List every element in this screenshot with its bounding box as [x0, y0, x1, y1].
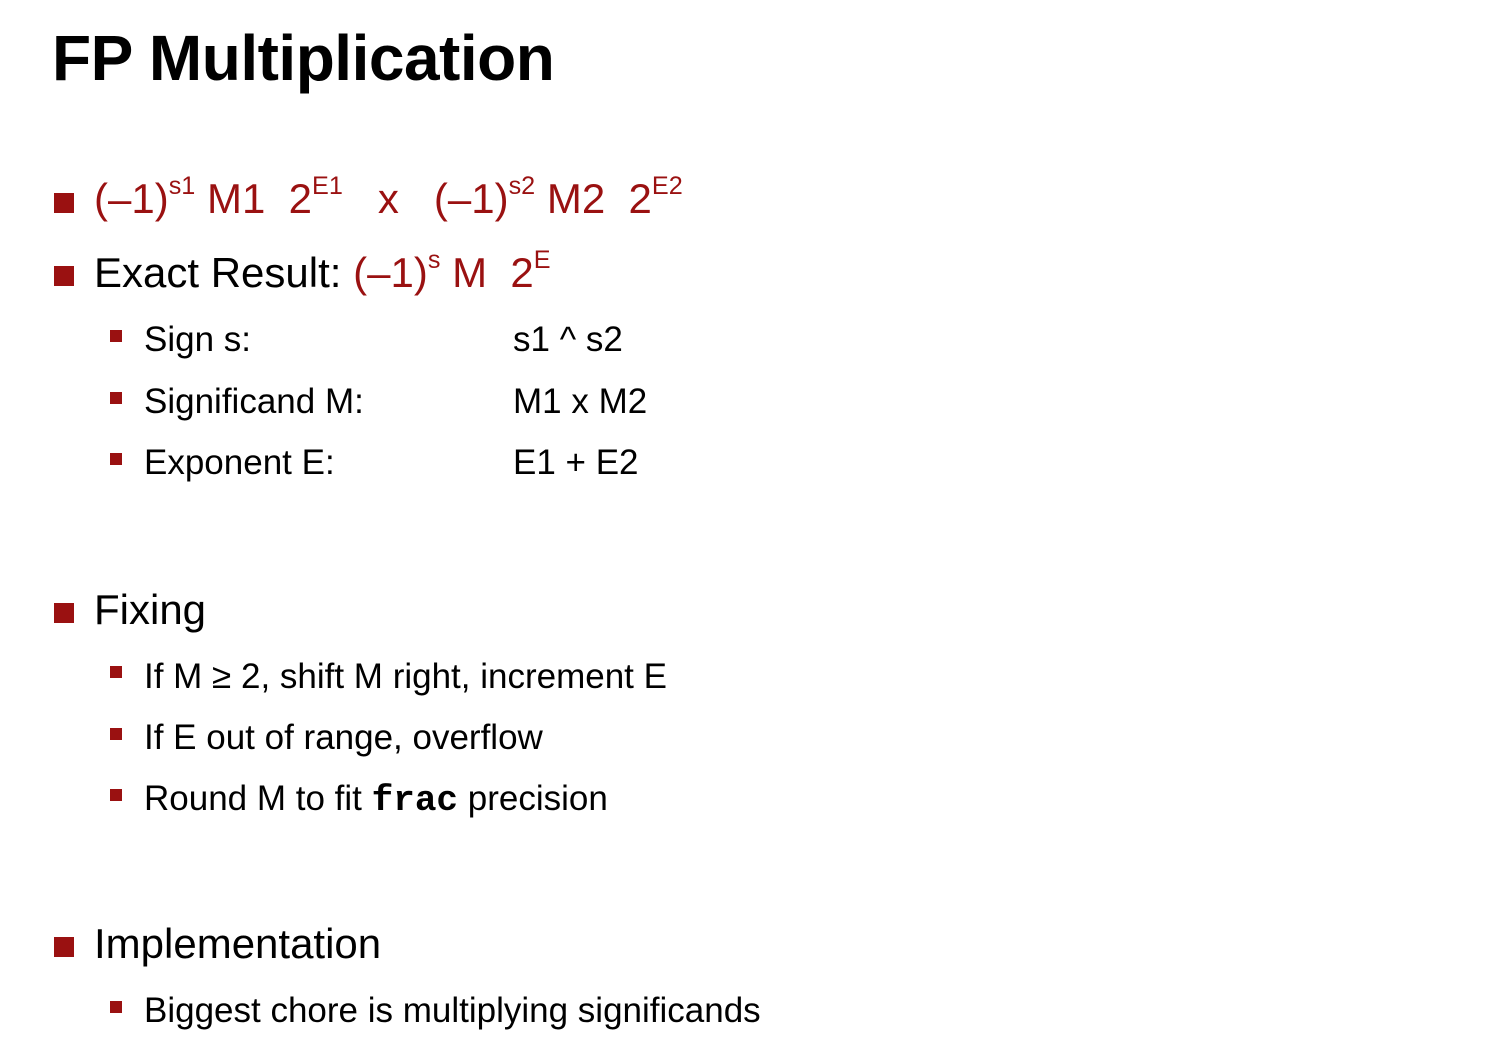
exact-item-label: Exponent E: [144, 443, 335, 482]
implementation-item: Biggest chore is multiplying significand… [144, 991, 761, 1030]
exact-item-value: s1 ^ s2 [513, 320, 623, 359]
exact-result-mant: M 2 [440, 249, 534, 296]
exact-result-line: Exact Result: (–1)s M 2E [94, 248, 551, 296]
formula-times: x [342, 175, 434, 222]
fixing-item: If M ≥ 2, shift M right, increment E [144, 657, 667, 696]
small-square-bullet-icon [110, 330, 122, 342]
small-square-bullet-icon [110, 1001, 122, 1013]
frac-code: frac [371, 780, 459, 821]
page-title: FP Multiplication [52, 22, 555, 94]
formula-op1-mant: M1 2 [195, 175, 313, 222]
exact-item-value: M1 x M2 [513, 382, 648, 421]
formula-op1-sign-exp: s1 [168, 172, 196, 201]
exact-result-label: Exact Result: [94, 249, 354, 296]
exact-result-base: (–1) [353, 249, 428, 296]
square-bullet-icon [54, 193, 74, 213]
square-bullet-icon [54, 266, 74, 286]
formula-op2-sign-exp: s2 [508, 172, 536, 201]
formula-op1-base: (–1) [94, 175, 169, 222]
small-square-bullet-icon [110, 666, 122, 678]
exact-item-label: Sign s: [144, 320, 251, 359]
square-bullet-icon [54, 603, 74, 623]
fixing-item-round: Round M to fit frac precision [144, 781, 608, 819]
implementation-heading: Implementation [94, 920, 382, 967]
exact-item-label: Significand M: [144, 382, 364, 421]
round-prefix: Round M to fit [144, 779, 372, 818]
fixing-item: If E out of range, overflow [144, 718, 543, 757]
formula-line: (–1)s1 M1 2E1 x (–1)s2 M2 2E2 [94, 174, 683, 222]
exact-result-sign-exp: s [427, 246, 441, 275]
square-bullet-icon [54, 937, 74, 957]
small-square-bullet-icon [110, 453, 122, 465]
formula-op1-exp: E1 [312, 172, 343, 201]
small-square-bullet-icon [110, 392, 122, 404]
formula-op2-exp: E2 [651, 172, 683, 201]
formula-op2-mant: M2 2 [535, 175, 652, 222]
small-square-bullet-icon [110, 728, 122, 740]
exact-result-exp: E [533, 246, 551, 275]
round-suffix: precision [458, 779, 608, 818]
formula-op2-base: (–1) [433, 175, 509, 222]
exact-item-value: E1 + E2 [513, 443, 639, 482]
small-square-bullet-icon [110, 789, 122, 801]
fixing-heading: Fixing [94, 586, 207, 633]
